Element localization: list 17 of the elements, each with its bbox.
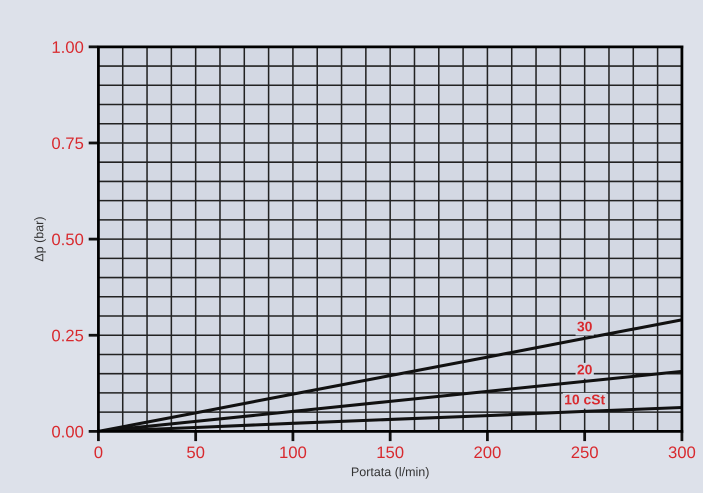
x-tick-label: 150 [378,446,404,458]
y-tick-label: 1.00 [52,41,84,54]
x-tick-label: 250 [572,446,598,458]
x-tick-label: 0 [94,446,102,458]
y-tick-label: 0.75 [52,137,84,150]
y-tick-label: 0.00 [52,426,84,438]
x-tick-label: 50 [187,446,204,458]
x-tick-label: 300 [668,446,696,458]
y-axis-title: Δp (bar) [34,217,46,262]
x-axis-title: Portata (l/min) [352,467,429,479]
y-tick-label: 0.25 [52,330,84,342]
y-tick-label: 0.50 [52,234,84,246]
x-tick-label: 200 [474,446,501,458]
series-label: 30 [577,322,592,332]
series-label: 10 cSt [565,394,605,404]
x-tick-label: 100 [280,446,306,458]
series-label: 20 [577,364,592,374]
